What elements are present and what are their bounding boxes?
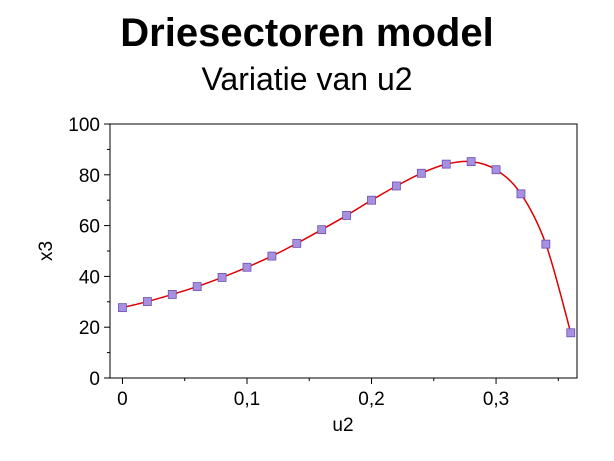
x-tick-label: 0,2 <box>358 389 384 410</box>
y-tick-label: 40 <box>79 267 100 288</box>
data-point <box>192 282 202 291</box>
data-point <box>142 297 152 306</box>
data-point <box>118 303 127 313</box>
data-point <box>516 189 526 199</box>
data-point <box>367 195 376 205</box>
x-tick-label: 0,1 <box>234 389 260 410</box>
x-axis: 0 0,1 0,2 0,3 <box>117 378 559 410</box>
data-point <box>292 238 302 248</box>
data-point <box>541 239 551 249</box>
data-point <box>566 328 576 338</box>
data-point <box>441 159 451 169</box>
data-point <box>267 251 277 261</box>
x-tick-label: 0 <box>117 389 128 410</box>
chart-title: Driesectoren model <box>120 11 494 55</box>
data-point <box>491 165 501 175</box>
y-tick-label: 100 <box>68 115 100 136</box>
data-point <box>342 211 352 220</box>
y-axis: 0 20 40 60 80 100 <box>68 115 110 390</box>
series-markers <box>118 157 576 338</box>
data-point <box>416 168 426 178</box>
plot-area <box>109 123 578 379</box>
data-point <box>242 262 252 272</box>
data-point <box>167 290 177 299</box>
data-point <box>466 157 476 166</box>
data-point <box>217 273 227 282</box>
chart-subtitle: Variatie van u2 <box>201 61 413 97</box>
y-axis-label: x3 <box>36 241 57 261</box>
data-point <box>392 181 401 191</box>
y-tick-label: 20 <box>79 318 100 339</box>
x-axis-label: u2 <box>332 415 353 436</box>
data-point <box>317 225 327 235</box>
x-tick-label: 0,3 <box>483 389 509 410</box>
y-tick-label: 0 <box>89 369 100 390</box>
y-tick-label: 60 <box>79 217 100 238</box>
y-tick-label: 80 <box>79 166 100 187</box>
